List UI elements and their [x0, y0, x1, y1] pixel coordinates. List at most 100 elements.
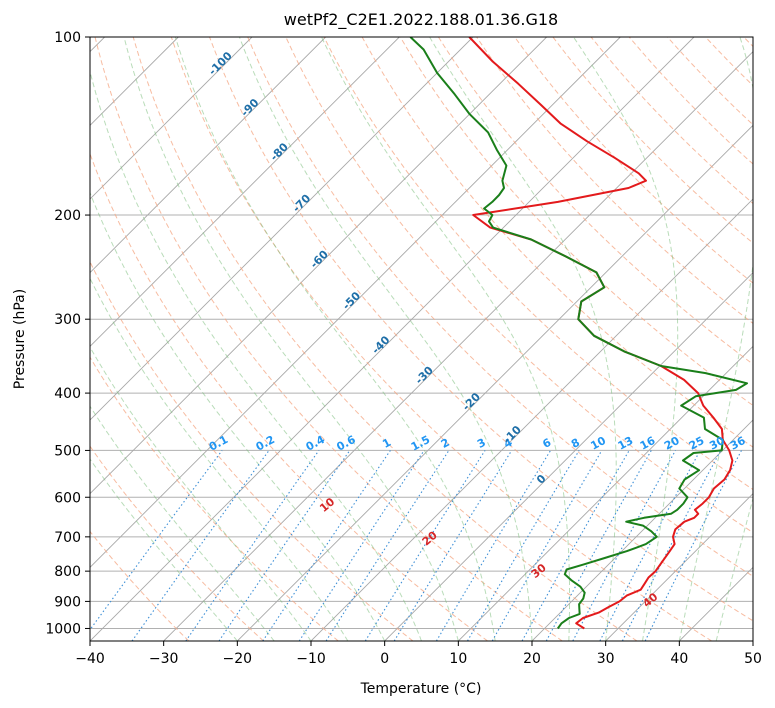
isotherm-line: [90, 37, 695, 641]
dry-adiabat-line: [90, 260, 414, 641]
isotherm-line: [531, 419, 753, 641]
isotherm-label: -30: [413, 364, 436, 387]
mixing-ratio-line: [298, 450, 425, 641]
moist-adiabat-line: [573, 37, 679, 641]
moist-adiabat-line: [238, 37, 533, 641]
moist-adiabat-line: [715, 496, 753, 641]
mixing-ratio-label: 2: [439, 436, 452, 451]
mixing-ratio-label: 16: [638, 434, 658, 453]
x-axis: −40 −30 −20 −10 0 10 20 30 40 50: [75, 641, 762, 667]
isotherm-line: [90, 37, 621, 568]
dry-adiabat-label: 40: [640, 590, 660, 610]
mixing-ratio-line: [621, 450, 722, 641]
moist-adiabat-line: [429, 37, 617, 641]
x-tick-label: 10: [449, 651, 467, 667]
isotherm-label: -80: [268, 140, 291, 163]
mixing-ratio-line: [131, 450, 270, 641]
mixing-ratio-line: [393, 450, 513, 641]
dry-adiabat-line: [90, 530, 190, 641]
dry-adiabat-line: [514, 37, 753, 284]
mixing-ratio-label: 13: [616, 434, 636, 453]
mixing-ratio-line: [435, 450, 552, 641]
plot-frame: [89, 36, 754, 642]
dry-adiabat-line: [90, 445, 264, 641]
isotherm-line: [90, 37, 253, 200]
x-axis-label: Temperature (°C): [360, 681, 482, 697]
isotherm-label: -70: [290, 192, 313, 215]
dry-adiabat-line: [132, 37, 638, 641]
y-tick-label: 100: [54, 30, 81, 46]
reference-labels: 0.1 0.2 0.4 0.6 1 1.5 2 3 4 6 8 10 13 16 20 25 30 36-100-…: [206, 49, 748, 610]
x-tick-label: −10: [296, 651, 326, 667]
x-tick-label: −30: [149, 651, 179, 667]
moist-adiabat-line: [678, 37, 753, 641]
isotherm-label: -90: [238, 96, 261, 119]
dry-adiabat-line: [590, 37, 753, 205]
moist-adiabat-line: [90, 69, 422, 641]
isotherm-line: [458, 345, 753, 641]
mixing-ratio-line: [644, 450, 742, 641]
moist-adiabat-line: [321, 37, 571, 641]
dry-adiabat-line: [285, 37, 753, 534]
isotherm-label: -60: [308, 248, 331, 271]
dry-adiabat-line: [743, 37, 753, 48]
x-tick-label: −20: [223, 651, 253, 667]
isotherm-line: [163, 51, 753, 641]
mixing-ratio-label: 20: [662, 434, 682, 453]
mixing-ratio-line: [467, 450, 580, 641]
x-tick-label: −40: [75, 651, 105, 667]
mixing-ratio-label: 10: [588, 434, 608, 453]
dewpoint-profile-line: [409, 37, 748, 630]
isotherm-line: [605, 493, 753, 641]
isotherm-line: [90, 37, 547, 495]
y-tick-label: 1000: [45, 621, 81, 637]
mixing-ratio-line: [325, 450, 450, 641]
dry-adiabat-line: [94, 37, 563, 641]
x-tick-label: 0: [380, 651, 389, 667]
isotherm-line: [90, 37, 400, 347]
dry-adiabat-label: 30: [529, 561, 549, 581]
y-tick-label: 700: [54, 530, 81, 546]
moist-adiabat-line: [90, 346, 312, 641]
mixing-ratio-label: 1: [380, 436, 393, 451]
isotherm-line: [237, 124, 753, 641]
dry-adiabat-line: [90, 152, 488, 641]
y-tick-label: 800: [54, 564, 81, 580]
dry-adiabat-line: [705, 37, 753, 87]
profile-lines: [409, 37, 748, 630]
mixing-ratio-label: 30: [707, 434, 727, 453]
isotherm-line: [90, 37, 474, 421]
dry-adiabat-line: [437, 37, 753, 365]
moist-adiabat-line: [90, 277, 349, 641]
dry-adiabat-line: [209, 37, 753, 622]
dry-adiabat-label: 20: [420, 528, 440, 548]
isotherm-line: [90, 37, 326, 274]
x-tick-label: 20: [523, 651, 541, 667]
isotherm-line: [384, 272, 753, 641]
mixing-ratio-label: 6: [541, 436, 554, 451]
mixing-ratio-label: 36: [728, 434, 748, 453]
y-tick-label: 400: [54, 386, 81, 402]
x-tick-label: 50: [744, 651, 762, 667]
x-tick-label: 40: [670, 651, 688, 667]
mixing-ratio-label: 25: [687, 434, 707, 453]
moist-adiabat-line: [90, 458, 238, 641]
moist-adiabat-line: [174, 37, 496, 641]
chart-title: wetPf2_C2E1.2022.188.01.36.G18: [284, 10, 558, 30]
y-tick-label: 200: [54, 208, 81, 224]
isotherm-line: [679, 566, 753, 641]
dry-adiabat-line: [170, 37, 712, 641]
y-tick-label: 900: [54, 594, 81, 610]
y-tick-label: 500: [54, 443, 81, 459]
y-tick-label: 300: [54, 312, 81, 328]
mixing-ratio-line: [262, 450, 391, 641]
moist-adiabat-line: [90, 191, 386, 641]
y-axis: 1000 900 800 700 600 500 400 300 200 100: [45, 30, 90, 637]
y-axis-label: Pressure (hPa): [12, 289, 28, 389]
mixing-ratio-line: [521, 450, 630, 641]
x-tick-label: 30: [597, 651, 615, 667]
isotherm-line: [752, 640, 753, 641]
moist-adiabat-line: [90, 405, 275, 641]
mixing-ratio-line: [218, 450, 351, 641]
